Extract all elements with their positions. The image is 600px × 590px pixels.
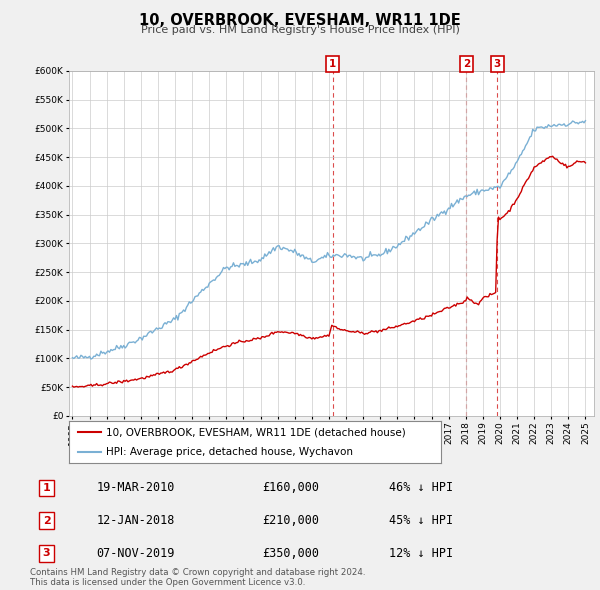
Text: 12% ↓ HPI: 12% ↓ HPI [389,547,453,560]
Text: HPI: Average price, detached house, Wychavon: HPI: Average price, detached house, Wych… [106,447,353,457]
Text: 45% ↓ HPI: 45% ↓ HPI [389,514,453,527]
Text: 07-NOV-2019: 07-NOV-2019 [96,547,175,560]
Text: 3: 3 [43,549,50,558]
Text: £210,000: £210,000 [262,514,319,527]
Text: 12-JAN-2018: 12-JAN-2018 [96,514,175,527]
Text: £160,000: £160,000 [262,481,319,494]
Text: 2: 2 [463,59,470,69]
Text: 1: 1 [43,483,50,493]
Text: 1: 1 [329,59,336,69]
Text: 10, OVERBROOK, EVESHAM, WR11 1DE (detached house): 10, OVERBROOK, EVESHAM, WR11 1DE (detach… [106,427,406,437]
Text: 3: 3 [494,59,501,69]
Text: 46% ↓ HPI: 46% ↓ HPI [389,481,453,494]
Text: 10, OVERBROOK, EVESHAM, WR11 1DE: 10, OVERBROOK, EVESHAM, WR11 1DE [139,13,461,28]
Text: Contains HM Land Registry data © Crown copyright and database right 2024.
This d: Contains HM Land Registry data © Crown c… [30,568,365,587]
Text: Price paid vs. HM Land Registry's House Price Index (HPI): Price paid vs. HM Land Registry's House … [140,25,460,35]
Text: 19-MAR-2010: 19-MAR-2010 [96,481,175,494]
Text: £350,000: £350,000 [262,547,319,560]
Text: 2: 2 [43,516,50,526]
